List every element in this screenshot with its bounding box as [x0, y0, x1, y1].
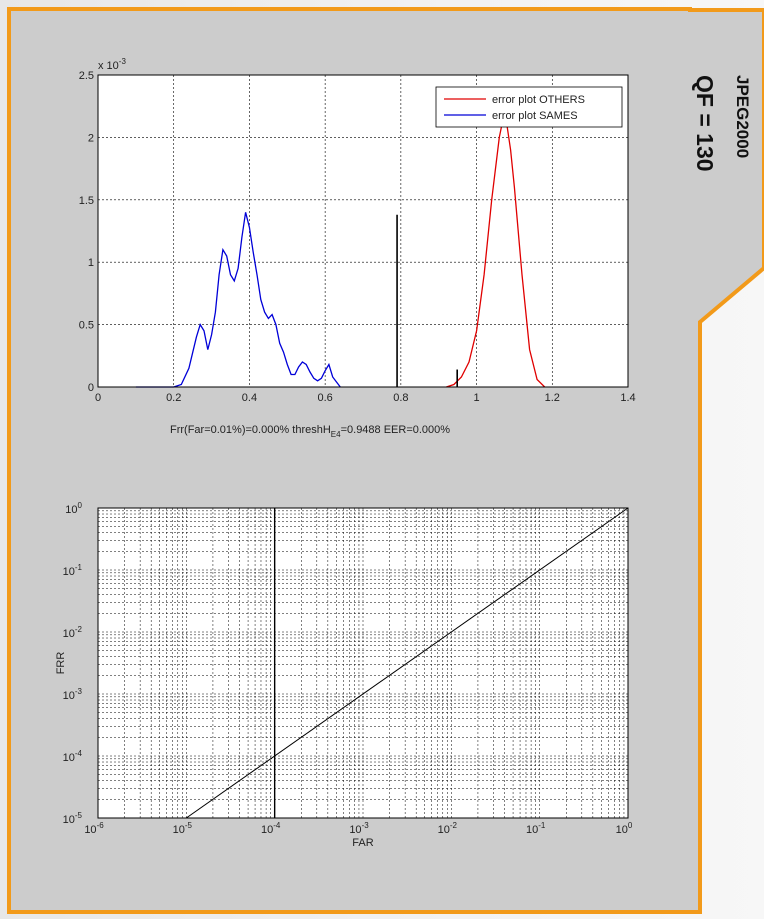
chart1-x-axis-label: Frr(Far=0.01%)=0.000% threshHE4=0.9488 E…	[170, 424, 450, 439]
chart2-x-tick-label: 10-2	[438, 821, 458, 836]
legend-entry: error plot OTHERS	[492, 94, 585, 106]
chart1-ticks: 0 0.2 0.4 0.6 0.8 1 1.2 1.4 0 0.5 1 1.5 2 2.5	[79, 70, 636, 404]
others-series-line	[446, 116, 546, 388]
chart1-x-tick-label: 0.2	[166, 392, 181, 404]
chart2-series	[186, 507, 629, 819]
chart1-x-tick-label: 1.2	[545, 392, 560, 404]
chart2-y-tick-label: 100	[65, 501, 82, 516]
chart2-x-tick-label: 10-3	[349, 821, 369, 836]
far-frr-curve	[186, 507, 629, 819]
chart1-series	[135, 116, 546, 388]
legend-entry: error plot SAMES	[492, 110, 578, 122]
chart2-y-tick-label: 10-3	[63, 687, 83, 702]
quality-label: QF = 130	[692, 75, 718, 172]
legend-box	[435, 86, 623, 128]
chart2-y-axis-label: FRR	[55, 652, 67, 675]
error-distribution-chart: 0 0.2 0.4 0.6 0.8 1 1.2 1.4 0 0.5 1 1.5 2 2.5 error p…	[79, 57, 636, 439]
chart1-x-tick-label: 0	[95, 392, 101, 404]
chart1-y-tick-label: 1.5	[79, 195, 94, 207]
chart2-ticks: 10-6 10-5 10-4 10-3 10-2 10-1 10010-510-410-31…	[63, 501, 633, 836]
chart2-x-tick-label: 10-5	[173, 821, 193, 836]
chart2-y-tick-label: 10-4	[63, 749, 83, 764]
chart1-grid	[98, 75, 628, 387]
chart1-x-tick-label: 0.8	[393, 392, 408, 404]
chart1-y-tick-label: 0	[88, 382, 94, 394]
chart1-x-tick-label: 0.4	[242, 392, 257, 404]
chart1-y-tick-label: 0.5	[79, 320, 94, 332]
chart1-y-tick-label: 2.5	[79, 70, 94, 82]
chart2-y-tick-label: 10-2	[63, 625, 83, 640]
chart2-plot-area	[98, 508, 628, 818]
chart2-x-tick-label: 100	[616, 821, 633, 836]
chart1-frame	[97, 74, 629, 388]
chart1-y-tick-label: 2	[88, 132, 94, 144]
chart2-x-tick-label: 10-4	[261, 821, 281, 836]
chart2-x-axis-label: FAR	[352, 837, 373, 849]
chart1-y-exponent: x 10-3	[98, 57, 126, 72]
chart2-grid	[98, 508, 628, 818]
chart1-legend: error plot OTHERS error plot SAMES	[435, 86, 623, 128]
chart2-x-tick-label: 10-1	[526, 821, 546, 836]
chart1-x-tick-label: 1	[474, 392, 480, 404]
chart1-threshold-lines	[396, 214, 458, 387]
chart1-x-tick-label: 1.4	[620, 392, 635, 404]
chart2-frame	[97, 507, 629, 819]
chart2-y-tick-label: 10-5	[63, 811, 83, 826]
chart1-y-tick-label: 1	[88, 257, 94, 269]
codec-label: JPEG2000	[733, 75, 752, 158]
far-frr-chart: 10-6 10-5 10-4 10-3 10-2 10-1 10010-510-410-31…	[55, 501, 633, 849]
chart1-x-tick-label: 0.6	[317, 392, 332, 404]
chart2-y-tick-label: 10-1	[63, 563, 83, 578]
sames-series-line	[135, 212, 341, 388]
chart2-x-tick-label: 10-6	[84, 821, 104, 836]
